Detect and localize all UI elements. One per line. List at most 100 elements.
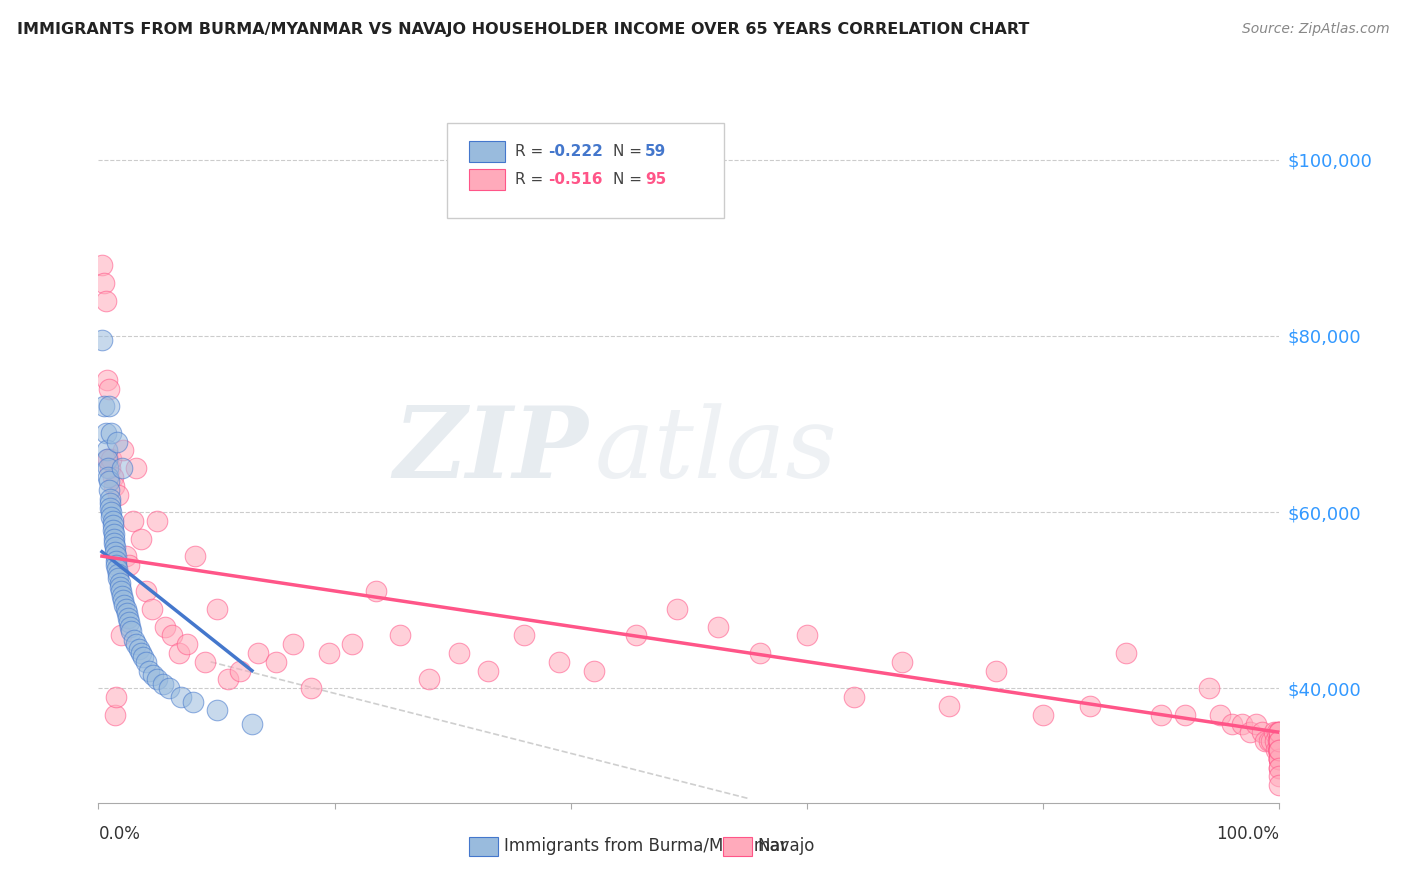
Point: [157, 681, 180, 696]
Point: [152, 677, 174, 691]
Text: 59: 59: [645, 145, 666, 159]
Point: [104, 707, 127, 722]
Point: [1268, 743, 1291, 757]
Point: [132, 650, 155, 665]
Point: [229, 664, 252, 678]
FancyBboxPatch shape: [470, 838, 498, 855]
FancyBboxPatch shape: [470, 169, 505, 190]
Text: Navajo: Navajo: [758, 838, 815, 855]
Point: [100, 452, 122, 467]
Point: [984, 664, 1007, 678]
Point: [1263, 725, 1285, 739]
Point: [110, 584, 132, 599]
Point: [418, 673, 440, 687]
Point: [318, 646, 340, 660]
Point: [1268, 760, 1291, 774]
Point: [181, 694, 204, 708]
Point: [98, 382, 121, 396]
Text: ZIP: ZIP: [394, 402, 589, 499]
Point: [938, 698, 960, 713]
Point: [104, 541, 127, 555]
Point: [1268, 725, 1291, 739]
Point: [93, 400, 115, 414]
Point: [97, 461, 120, 475]
Point: [1268, 734, 1291, 748]
Point: [98, 491, 121, 506]
FancyBboxPatch shape: [447, 123, 724, 218]
FancyBboxPatch shape: [723, 838, 752, 855]
Point: [890, 655, 912, 669]
Point: [205, 703, 228, 717]
Point: [103, 478, 125, 492]
Point: [1268, 743, 1291, 757]
Text: R =: R =: [516, 145, 548, 159]
Point: [1268, 734, 1291, 748]
Point: [477, 664, 499, 678]
Point: [98, 496, 121, 510]
Point: [1150, 707, 1173, 722]
Point: [118, 615, 141, 630]
Point: [100, 509, 122, 524]
Point: [1264, 734, 1286, 748]
Point: [114, 602, 136, 616]
Point: [111, 589, 134, 603]
Point: [105, 562, 128, 576]
Point: [138, 664, 160, 678]
Point: [105, 690, 128, 705]
Text: Source: ZipAtlas.com: Source: ZipAtlas.com: [1241, 22, 1389, 37]
Point: [110, 628, 132, 642]
Point: [1267, 734, 1289, 748]
Point: [1268, 725, 1291, 739]
Point: [118, 558, 141, 572]
Point: [103, 536, 125, 550]
Text: -0.222: -0.222: [548, 145, 603, 159]
Point: [91, 259, 114, 273]
Point: [264, 655, 287, 669]
Point: [1174, 707, 1197, 722]
Point: [1198, 681, 1220, 696]
Point: [111, 461, 134, 475]
Point: [548, 655, 571, 669]
Point: [96, 373, 118, 387]
Point: [105, 553, 128, 567]
Point: [135, 584, 157, 599]
Point: [153, 620, 176, 634]
Point: [98, 500, 121, 515]
Point: [1268, 725, 1291, 739]
Point: [167, 646, 190, 660]
Point: [146, 673, 169, 687]
Point: [1209, 707, 1232, 722]
Point: [748, 646, 770, 660]
Point: [194, 655, 217, 669]
Point: [101, 470, 124, 484]
Point: [107, 487, 129, 501]
Point: [707, 620, 730, 634]
Point: [796, 628, 818, 642]
Point: [128, 641, 150, 656]
Point: [160, 628, 183, 642]
Point: [107, 571, 129, 585]
Point: [101, 523, 124, 537]
Point: [115, 607, 138, 621]
Point: [96, 452, 118, 467]
Point: [184, 549, 207, 564]
Point: [103, 527, 125, 541]
Point: [1267, 743, 1289, 757]
Point: [135, 655, 157, 669]
Point: [120, 620, 142, 634]
Point: [1268, 743, 1291, 757]
Point: [1115, 646, 1137, 660]
Point: [1250, 725, 1272, 739]
Point: [447, 646, 470, 660]
Point: [129, 532, 152, 546]
Text: IMMIGRANTS FROM BURMA/MYANMAR VS NAVAJO HOUSEHOLDER INCOME OVER 65 YEARS CORRELA: IMMIGRANTS FROM BURMA/MYANMAR VS NAVAJO …: [17, 22, 1029, 37]
Point: [364, 584, 387, 599]
Point: [101, 518, 124, 533]
Point: [1268, 760, 1291, 774]
Point: [100, 505, 122, 519]
Point: [205, 602, 228, 616]
Text: Immigrants from Burma/Myanmar: Immigrants from Burma/Myanmar: [503, 838, 786, 855]
Point: [1268, 769, 1291, 783]
Point: [112, 598, 135, 612]
Point: [98, 400, 121, 414]
